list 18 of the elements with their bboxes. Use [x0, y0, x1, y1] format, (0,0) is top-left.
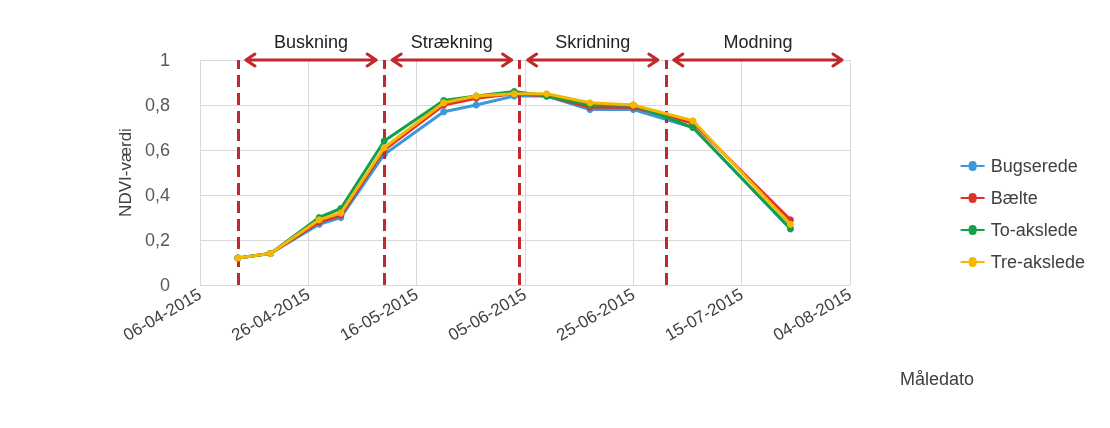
legend-label: Tre-akslede [990, 252, 1086, 272]
legend-label: Bugserede [990, 156, 1078, 176]
y-tick-label: 0,6 [144, 140, 170, 160]
y-tick-label: 0,4 [144, 185, 170, 205]
text: Buskning [274, 32, 349, 52]
point [786, 220, 794, 228]
text: Skridning [555, 32, 631, 52]
legend-label: Bælte [990, 188, 1038, 208]
x-axis-title: Måledato [900, 369, 975, 389]
y-tick-label: 1 [159, 50, 170, 70]
y-tick-label: 0,2 [144, 230, 170, 250]
point [472, 101, 480, 109]
y-tick-label: 0,8 [144, 95, 170, 115]
y-axis-title: NDVI-værdi [116, 128, 136, 217]
point [440, 108, 448, 116]
legend-label: To-akslede [990, 220, 1078, 240]
text: Modning [723, 32, 793, 52]
text: Strækning [410, 32, 493, 52]
